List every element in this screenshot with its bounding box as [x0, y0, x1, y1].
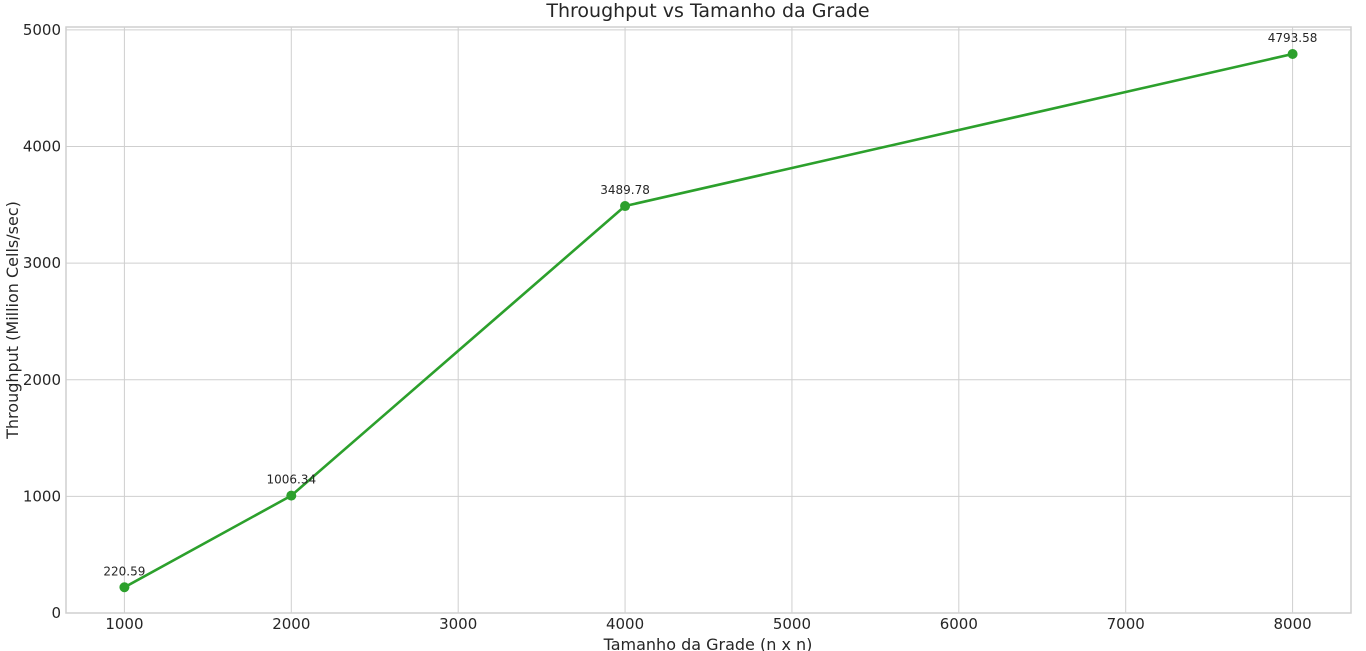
series-layer [119, 48, 1298, 593]
tick-layer: 1000 2000 3000 4000 5000 6000 7000 8000 0 1000 200… [23, 21, 1312, 633]
x-tick-label: 7000 [1107, 615, 1145, 633]
y-tick-label: 0 [51, 604, 61, 622]
data-point [286, 490, 297, 501]
chart-title: Throughput vs Tamanho da Grade [545, 0, 869, 22]
data-label: 220.59 [103, 564, 145, 578]
plot-area-frame [65, 26, 1352, 614]
y-tick-label: 5000 [23, 21, 61, 39]
x-tick-label: 2000 [272, 615, 310, 633]
y-tick-label: 3000 [23, 254, 61, 272]
label-layer: 220.59 1006.34 3489.78 4793.58 [103, 31, 1317, 578]
data-label: 1006.34 [266, 473, 316, 487]
y-tick-label: 1000 [23, 487, 61, 505]
grid-layer [66, 27, 1351, 614]
data-label: 3489.78 [600, 183, 650, 197]
y-tick-label: 4000 [23, 138, 61, 156]
x-tick-label: 3000 [439, 615, 477, 633]
data-point [620, 201, 631, 212]
x-axis-label: Tamanho da Grade (n x n) [603, 635, 813, 651]
x-tick-label: 8000 [1273, 615, 1311, 633]
series-line [123, 52, 1293, 589]
y-axis-label: Throughput (Million Cells/sec) [3, 201, 22, 440]
x-tick-label: 4000 [606, 615, 644, 633]
x-tick-label: 5000 [773, 615, 811, 633]
data-point [119, 582, 130, 593]
data-label: 4793.58 [1268, 31, 1318, 45]
x-tick-label: 6000 [940, 615, 978, 633]
data-point [1287, 48, 1298, 59]
y-tick-label: 2000 [23, 371, 61, 389]
x-tick-label: 1000 [105, 615, 143, 633]
